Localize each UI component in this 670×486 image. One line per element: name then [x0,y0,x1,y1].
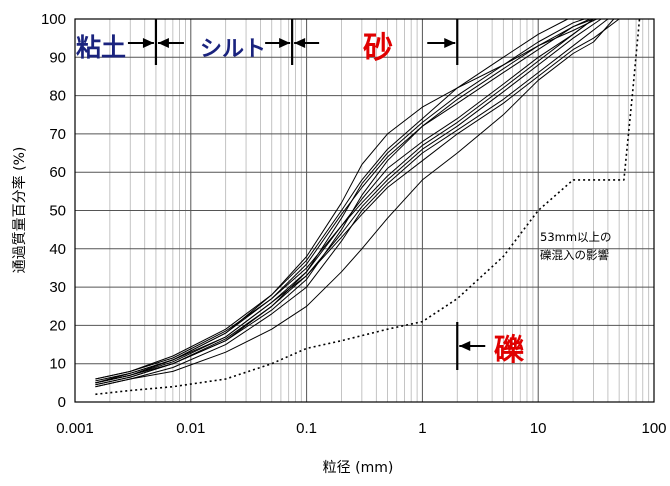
x-tick-label: 10 [530,420,547,437]
sand-arrow-left-head [294,38,306,48]
y-tick-label: 60 [49,164,66,181]
zone-label-clay: 粘土 [76,33,126,62]
series-line [95,18,594,380]
y-tick-label: 10 [49,356,66,373]
series-line [95,18,594,382]
gravel-arrow-head [459,341,471,351]
silt-arrow-right-head [279,38,291,48]
y-tick-labels: 0 10 20 30 40 50 60 70 80 90 100 [41,11,66,411]
y-axis-label: 通過質量百分率 (%) [11,147,28,274]
annotation-line-2: 礫混入の影響 [540,248,609,262]
zone-markers [127,19,486,370]
y-tick-label: 100 [41,11,66,28]
silt-arrow-left-head [157,38,169,48]
y-tick-label: 90 [49,49,66,66]
series-line [95,18,620,384]
y-tick-label: 70 [49,126,66,143]
clay-arrow-head [142,38,154,48]
zone-label-gravel: 礫 [494,333,525,368]
y-tick-label: 50 [49,203,66,220]
series-line [95,18,597,384]
series-line [95,18,585,386]
x-axis-label: 粒径 (mm) [323,460,394,476]
y-tick-label: 30 [49,279,66,296]
series-line [95,18,602,386]
series-layer [95,18,641,396]
x-tick-label: 1 [418,420,426,437]
y-tick-label: 80 [49,88,66,105]
series-line [95,18,615,388]
x-tick-label: 100 [641,420,666,437]
sand-arrow-right-head [444,38,456,48]
x-tick-label: 0.01 [176,420,205,437]
zone-label-sand: 砂 [363,31,393,66]
annotation-line-1: 53mm以上の [540,230,612,244]
series-line [95,18,569,380]
series-line [95,18,594,384]
zone-label-silt: シルト [200,37,266,62]
major-gridlines [74,18,655,403]
y-tick-label: 20 [49,317,66,334]
x-tick-label: 0.001 [56,420,94,437]
plot-frame [74,18,655,403]
series-line [95,18,609,388]
x-tick-labels: 0.001 0.01 0.1 1 10 100 [56,420,666,437]
x-tick-label: 0.1 [296,420,317,437]
series-line-dotted [95,18,641,396]
y-tick-label: 0 [58,394,66,411]
y-tick-label: 40 [49,241,66,258]
